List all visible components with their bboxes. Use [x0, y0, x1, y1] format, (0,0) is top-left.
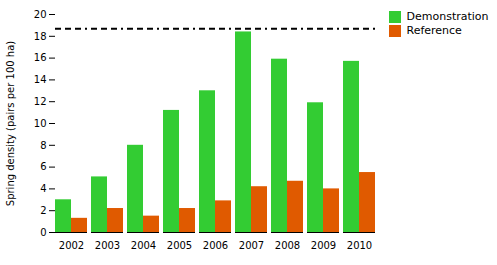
svg-text:14: 14	[34, 74, 47, 85]
svg-text:0: 0	[40, 227, 46, 238]
svg-text:16: 16	[34, 52, 47, 63]
svg-text:6: 6	[40, 161, 46, 172]
svg-text:12: 12	[34, 96, 47, 107]
svg-text:20: 20	[34, 9, 47, 20]
svg-text:Spring density (pairs per 100: Spring density (pairs per 100 ha)	[5, 41, 16, 206]
svg-text:2003: 2003	[95, 240, 120, 251]
svg-text:2002: 2002	[59, 240, 84, 251]
svg-text:2010: 2010	[347, 240, 372, 251]
svg-text:4: 4	[40, 183, 46, 194]
svg-text:2006: 2006	[203, 240, 228, 251]
svg-text:10: 10	[34, 118, 47, 129]
html-text:Reference: Reference	[406, 24, 462, 37]
svg-text:2008: 2008	[275, 240, 300, 251]
svg-text:18: 18	[34, 31, 47, 42]
svg-text:2007: 2007	[239, 240, 264, 251]
svg-text:2: 2	[40, 205, 46, 216]
svg-text:2005: 2005	[167, 240, 192, 251]
html-text:Demonstration: Demonstration	[406, 10, 489, 23]
svg-text:8: 8	[40, 140, 46, 151]
svg-text:2004: 2004	[131, 240, 156, 251]
svg-text:2009: 2009	[311, 240, 336, 251]
